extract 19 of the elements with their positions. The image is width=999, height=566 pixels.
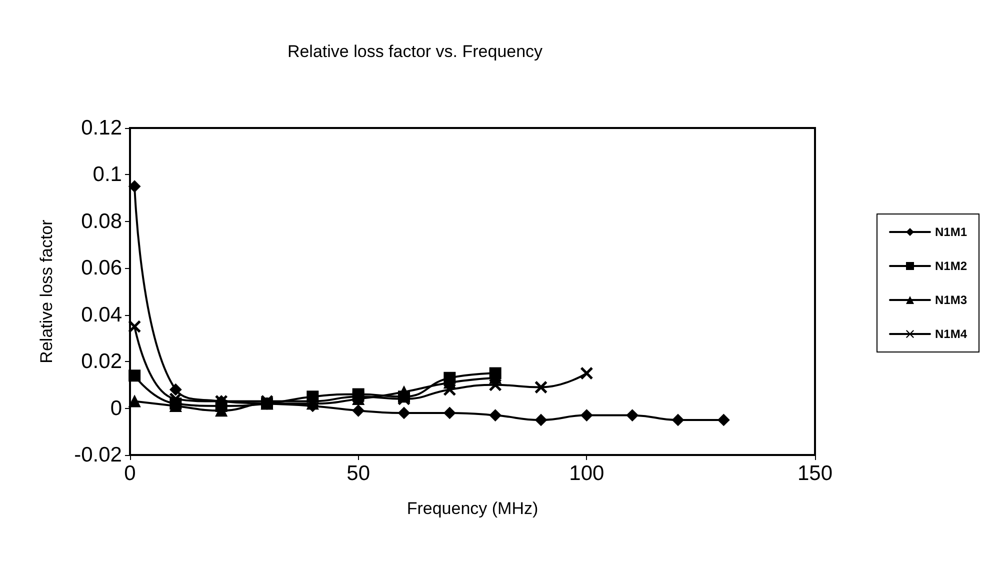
y-tick-label: 0.04 xyxy=(81,303,122,326)
y-tick-label: -0.02 xyxy=(74,444,122,466)
y-tick-label: 0 xyxy=(110,396,122,420)
y-tick-label: 0.1 xyxy=(92,163,122,186)
y-tick-label: 0.02 xyxy=(81,350,122,374)
legend-label: N1M4 xyxy=(934,327,968,341)
x-tick-label: 50 xyxy=(346,462,370,485)
x-tick-label: 150 xyxy=(797,462,833,485)
legend-label: N1M1 xyxy=(934,225,968,239)
y-tick-label: 0.06 xyxy=(81,256,122,280)
legend-label: N1M3 xyxy=(934,293,968,307)
y-axis-title: Relative loss factor xyxy=(37,219,56,364)
y-tick-label: 0.12 xyxy=(81,116,122,140)
y-tick-label: 0.08 xyxy=(81,210,122,233)
chart-title: Relative loss factor vs. Frequency xyxy=(287,42,544,61)
legend-label: N1M2 xyxy=(934,259,968,273)
x-tick-label: 0 xyxy=(124,462,136,485)
x-axis-title: Frequency (MHz) xyxy=(406,499,538,518)
x-tick-label: 100 xyxy=(569,462,604,485)
